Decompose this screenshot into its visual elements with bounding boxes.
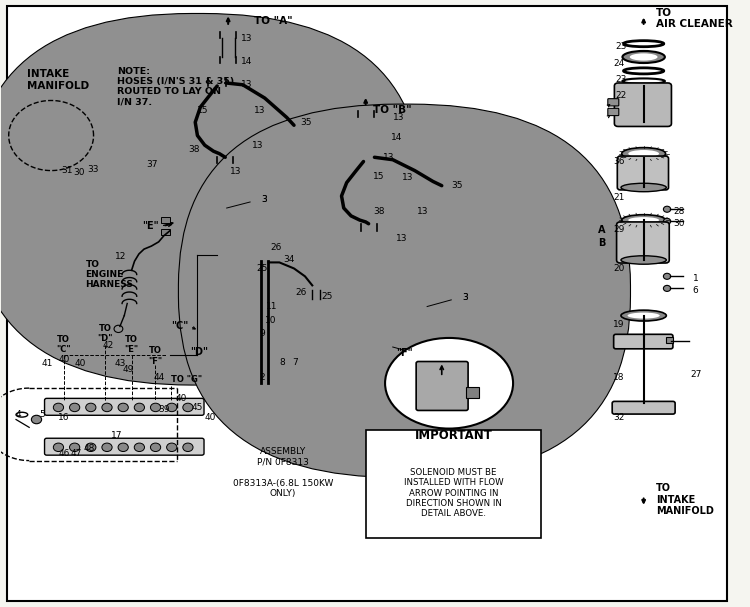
Ellipse shape (257, 319, 272, 324)
Text: A: A (598, 225, 605, 235)
Bar (366, 430, 542, 538)
Bar (225, 223, 234, 229)
Text: 28: 28 (673, 207, 684, 216)
Ellipse shape (220, 61, 236, 65)
Ellipse shape (622, 148, 665, 160)
FancyBboxPatch shape (612, 401, 675, 414)
Circle shape (664, 273, 670, 279)
FancyBboxPatch shape (40, 135, 72, 151)
Text: TO
"F": TO "F" (148, 347, 162, 366)
Text: 38: 38 (373, 207, 385, 216)
Text: NOTE:
HOSES (I/N'S 31 & 35)
ROUTED TO LAY ON
I/N 37.: NOTE: HOSES (I/N'S 31 & 35) ROUTED TO LA… (117, 67, 234, 107)
Circle shape (102, 443, 112, 452)
Ellipse shape (361, 222, 376, 226)
Text: SOLENOID MUST BE
INSTALLED WITH FLOW
ARROW POINTING IN
DIRECTION SHOWN IN
DETAIL: SOLENOID MUST BE INSTALLED WITH FLOW ARR… (404, 468, 503, 518)
Ellipse shape (257, 265, 272, 270)
Text: 13: 13 (242, 80, 253, 89)
Text: 24: 24 (613, 58, 624, 67)
Text: 2: 2 (259, 373, 265, 382)
FancyBboxPatch shape (608, 108, 619, 115)
Bar (220, 249, 342, 393)
Text: 32: 32 (613, 413, 624, 422)
Text: TO
"C": TO "C" (56, 335, 71, 354)
Text: 43: 43 (115, 359, 126, 368)
Circle shape (664, 206, 670, 212)
Text: 40: 40 (58, 354, 70, 364)
Text: TO
"D": TO "D" (98, 324, 113, 344)
Ellipse shape (311, 297, 320, 300)
Text: 13: 13 (417, 207, 428, 216)
Ellipse shape (621, 256, 666, 264)
Text: 17: 17 (111, 431, 122, 439)
Text: 30: 30 (73, 169, 85, 177)
Text: 19: 19 (613, 320, 625, 329)
Bar (160, 217, 170, 223)
Text: 11: 11 (266, 302, 278, 311)
Text: 13: 13 (254, 106, 266, 115)
Text: 42: 42 (102, 341, 113, 350)
Ellipse shape (358, 109, 374, 114)
Ellipse shape (257, 283, 272, 288)
Text: 13: 13 (251, 141, 263, 150)
Ellipse shape (358, 160, 374, 164)
Circle shape (134, 443, 145, 452)
Ellipse shape (385, 338, 513, 429)
Text: 1: 1 (693, 274, 698, 283)
Ellipse shape (220, 30, 236, 34)
Text: 31: 31 (62, 166, 73, 175)
Circle shape (134, 403, 145, 412)
Text: 15: 15 (197, 106, 209, 115)
Circle shape (53, 443, 64, 452)
Ellipse shape (628, 313, 660, 319)
Ellipse shape (358, 138, 374, 143)
Circle shape (32, 415, 41, 424)
Bar (160, 229, 170, 236)
Text: TO
AIR CLEANER: TO AIR CLEANER (656, 7, 733, 29)
Text: 26: 26 (271, 243, 282, 253)
Ellipse shape (361, 229, 376, 233)
Ellipse shape (628, 217, 659, 223)
Ellipse shape (257, 375, 272, 379)
Text: 46: 46 (58, 449, 70, 458)
Ellipse shape (220, 36, 236, 39)
FancyBboxPatch shape (614, 334, 673, 349)
Ellipse shape (257, 337, 272, 342)
Text: 40: 40 (74, 359, 86, 368)
Circle shape (183, 403, 193, 412)
Text: 40: 40 (205, 413, 216, 422)
Text: 13: 13 (242, 35, 253, 43)
Text: 16: 16 (58, 413, 70, 422)
Text: 38: 38 (188, 145, 200, 154)
Text: 13: 13 (397, 234, 408, 243)
Circle shape (166, 443, 177, 452)
Text: 22: 22 (616, 90, 627, 100)
FancyBboxPatch shape (416, 362, 468, 410)
Circle shape (118, 443, 128, 452)
Ellipse shape (621, 310, 666, 321)
Ellipse shape (621, 183, 666, 192)
Text: 45: 45 (191, 403, 203, 412)
FancyBboxPatch shape (178, 104, 631, 478)
Text: TO "B": TO "B" (373, 105, 412, 115)
FancyBboxPatch shape (86, 156, 122, 168)
Text: 25: 25 (322, 292, 333, 300)
Ellipse shape (208, 77, 226, 83)
Text: 13: 13 (402, 174, 414, 182)
Ellipse shape (217, 161, 233, 166)
Text: 20: 20 (613, 264, 624, 273)
Text: 5: 5 (40, 410, 45, 419)
Circle shape (58, 169, 65, 175)
Text: TO
ENGINE
HARNESS: TO ENGINE HARNESS (86, 260, 134, 290)
Circle shape (86, 403, 96, 412)
Text: 44: 44 (154, 373, 165, 382)
FancyBboxPatch shape (617, 156, 668, 190)
FancyBboxPatch shape (166, 202, 228, 256)
Text: 23: 23 (616, 42, 627, 51)
Text: "D": "D" (190, 347, 208, 357)
Text: 27: 27 (691, 370, 702, 379)
Text: TO "A": TO "A" (254, 16, 292, 25)
FancyBboxPatch shape (358, 117, 373, 136)
Text: "F": "F" (396, 348, 412, 358)
Text: "C": "C" (171, 322, 188, 331)
Ellipse shape (358, 115, 374, 120)
